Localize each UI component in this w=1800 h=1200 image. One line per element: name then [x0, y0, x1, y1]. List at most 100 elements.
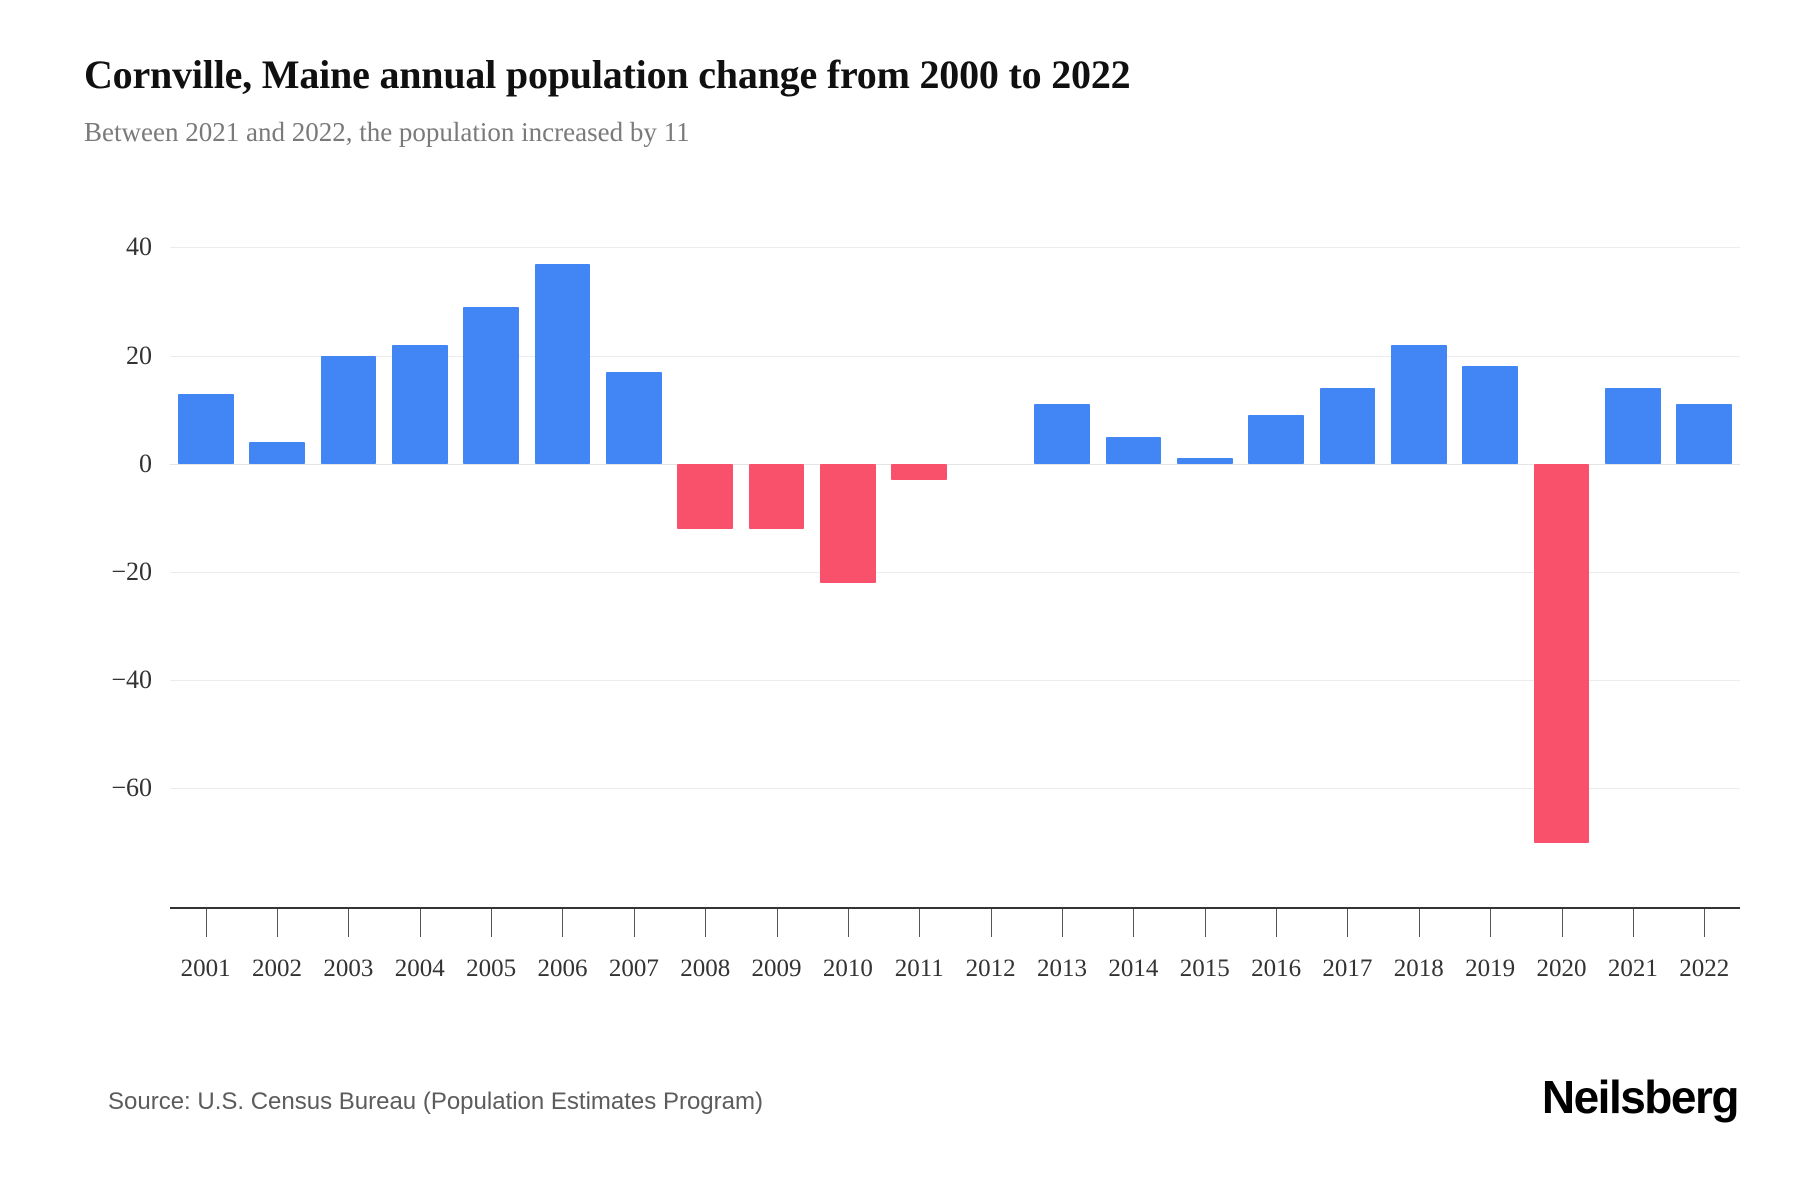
bar[interactable]	[1176, 458, 1233, 464]
gridline	[170, 572, 1740, 574]
x-tick-mark	[1704, 909, 1706, 937]
bar[interactable]	[748, 463, 805, 529]
y-axis-tick-label: −40	[111, 665, 152, 695]
bar[interactable]	[1533, 463, 1590, 843]
x-axis-tick-label: 2010	[822, 955, 873, 982]
x-tick-slot	[455, 909, 526, 939]
x-tick-mark	[205, 909, 207, 937]
x-tick-mark	[277, 909, 279, 937]
x-tick-slot	[1312, 909, 1383, 939]
bar[interactable]	[677, 463, 734, 529]
x-axis-tick-label: 2020	[1536, 955, 1587, 982]
x-tick-slot	[1669, 909, 1740, 939]
x-tick-slot	[1026, 909, 1097, 939]
bar-slot	[313, 215, 384, 875]
chart-plot-area: 40 20 0 −20 −40 −60 2001 2002 2003 2004 2005 2006 2…	[0, 215, 1800, 982]
zero-gridline	[170, 463, 1740, 465]
bar-slot	[527, 215, 598, 875]
x-tick-slot	[527, 909, 598, 939]
bar[interactable]	[249, 442, 305, 464]
bar-slot	[670, 215, 741, 875]
bar[interactable]	[177, 393, 234, 464]
x-tick-mark	[1490, 909, 1492, 937]
x-tick-slot	[1240, 909, 1311, 939]
bar[interactable]	[820, 463, 876, 583]
bar[interactable]	[891, 463, 948, 481]
x-tick-mark	[348, 909, 350, 937]
x-tick-slot	[1454, 909, 1525, 939]
x-tick-slot	[884, 909, 955, 939]
x-axis-tick-label: 2015	[1179, 955, 1230, 982]
bar-slot	[955, 215, 1026, 875]
x-axis-tick-label: 2009	[751, 955, 802, 982]
x-axis-tick-label: 2003	[323, 955, 374, 982]
bar[interactable]	[1105, 436, 1162, 464]
x-tick-mark	[776, 909, 778, 937]
x-axis-tick-label: 2005	[466, 955, 517, 982]
bar-slot	[1597, 215, 1668, 875]
x-tick-slot	[241, 909, 312, 939]
bar-slot	[1098, 215, 1169, 875]
bar[interactable]	[1319, 388, 1376, 464]
x-tick-mark	[1561, 909, 1563, 937]
x-axis-tick-label: 2011	[894, 955, 944, 982]
x-axis-tick-label: 2008	[680, 955, 731, 982]
x-tick-slot	[384, 909, 455, 939]
bar-slot	[812, 215, 883, 875]
x-tick-slot	[812, 909, 883, 939]
bar[interactable]	[391, 344, 448, 464]
x-axis-tick-label: 2006	[537, 955, 588, 982]
x-tick-mark	[1632, 909, 1634, 937]
x-tick-mark	[1061, 909, 1063, 937]
bar[interactable]	[1676, 404, 1733, 464]
x-tick-slot	[955, 909, 1026, 939]
gridline	[170, 788, 1740, 790]
bar[interactable]	[1390, 344, 1447, 464]
x-tick-slot	[1383, 909, 1454, 939]
x-tick-slot	[670, 909, 741, 939]
bar[interactable]	[534, 263, 591, 464]
source-note: Source: U.S. Census Bureau (Population E…	[108, 1088, 763, 1115]
x-tick-mark	[847, 909, 849, 937]
bar[interactable]	[1462, 366, 1518, 464]
bar-slot	[598, 215, 669, 875]
x-tick-mark	[1347, 909, 1349, 937]
x-axis-tick-label: 2016	[1251, 955, 1302, 982]
x-tick-slot	[1098, 909, 1169, 939]
y-axis-tick-label: −20	[111, 557, 152, 587]
x-tick-slot	[1169, 909, 1240, 939]
x-tick-mark	[491, 909, 493, 937]
bar-slot	[170, 215, 241, 875]
bar[interactable]	[606, 371, 662, 464]
gridlines	[170, 215, 1740, 875]
bar-slot	[241, 215, 312, 875]
page-title: Cornville, Maine annual population chang…	[84, 52, 1131, 97]
bar-slot	[1526, 215, 1597, 875]
bar-slot	[1383, 215, 1454, 875]
bar[interactable]	[320, 355, 377, 464]
bar-slot	[384, 215, 455, 875]
x-axis-tick-label: 2022	[1679, 955, 1730, 982]
bar[interactable]	[1248, 415, 1304, 464]
x-tick-mark	[562, 909, 564, 937]
y-axis-tick-label: 20	[126, 340, 152, 370]
bar[interactable]	[1605, 388, 1661, 464]
x-tick-mark	[705, 909, 707, 937]
x-axis-tick-label: 2019	[1465, 955, 1516, 982]
gridline	[170, 355, 1740, 357]
x-tick-slot	[1526, 909, 1597, 939]
y-axis-tick-label: −60	[111, 773, 152, 803]
bar[interactable]	[463, 306, 519, 464]
bar[interactable]	[1034, 404, 1090, 464]
bar-slot	[1454, 215, 1525, 875]
bar-slot	[1240, 215, 1311, 875]
x-tick-mark	[1276, 909, 1278, 937]
x-axis-labels: 2001 2002 2003 2004 2005 2006 2007 2008 2009 2010…	[170, 955, 1740, 983]
x-axis-tick-label: 2001	[180, 955, 231, 982]
x-tick-mark	[419, 909, 421, 937]
bar-slot	[884, 215, 955, 875]
chart-header: Cornville, Maine annual population chang…	[84, 52, 1740, 148]
bar-slot	[1169, 215, 1240, 875]
bar-slot	[1026, 215, 1097, 875]
